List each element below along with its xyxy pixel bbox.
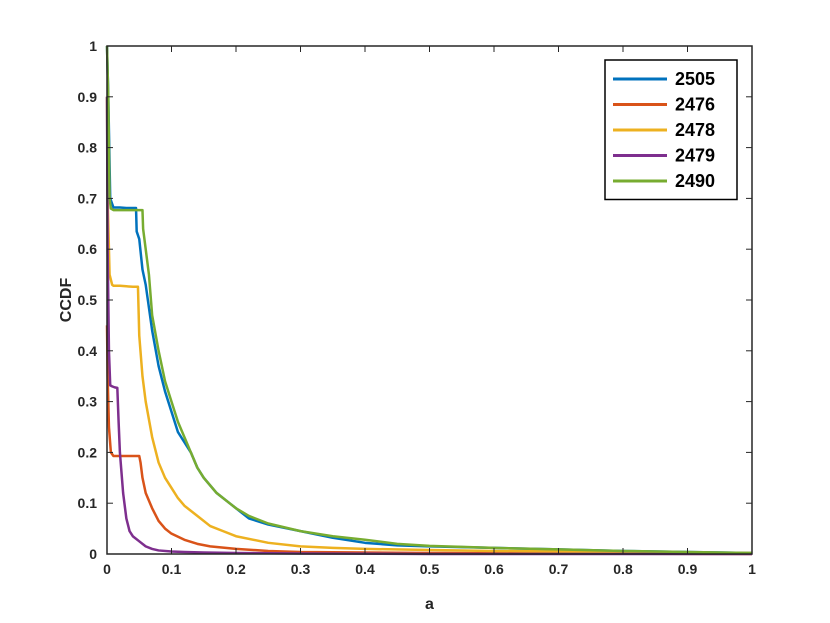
series-layer bbox=[105, 45, 753, 556]
plot-frame bbox=[106, 45, 753, 555]
x-tick-label: 0 bbox=[103, 561, 111, 577]
x-tick-label: 0.6 bbox=[484, 561, 504, 577]
x-tick-label: 1 bbox=[748, 561, 756, 577]
series-line-2478 bbox=[105, 96, 753, 555]
y-tick-label: 0.8 bbox=[78, 140, 98, 156]
series-line-2490 bbox=[105, 45, 753, 555]
y-tick-label: 0.7 bbox=[78, 190, 98, 206]
y-tick-label: 1 bbox=[89, 38, 97, 54]
y-tick-label: 0.6 bbox=[78, 241, 98, 257]
legend-label: 2478 bbox=[675, 120, 715, 140]
legend: 2505 2476 2478 2479 2490 bbox=[604, 59, 738, 201]
x-tick-label: 0.7 bbox=[549, 561, 569, 577]
x-tick-label: 0.8 bbox=[613, 561, 633, 577]
y-tick-label: 0.9 bbox=[78, 89, 98, 105]
y-tick-label: 0.2 bbox=[78, 444, 98, 460]
x-tick-label: 0.1 bbox=[162, 561, 182, 577]
y-axis-title: CCDF bbox=[58, 278, 75, 323]
x-tick-label: 0.5 bbox=[420, 561, 440, 577]
ticks-layer: 0 0.1 0.2 0.3 0.4 0.5 0.6 0.7 0.8 0.9 1 0 0.1 0.2 0.3 0… bbox=[78, 38, 757, 577]
series-line-2476 bbox=[105, 325, 753, 556]
x-tick-label: 0.2 bbox=[226, 561, 246, 577]
legend-label: 2505 bbox=[675, 69, 715, 89]
y-tick-label: 0.4 bbox=[78, 343, 98, 359]
legend-label: 2479 bbox=[675, 146, 715, 166]
x-axis-title: a bbox=[425, 596, 434, 613]
y-tick-label: 0.5 bbox=[78, 292, 98, 308]
y-tick-label: 0 bbox=[89, 546, 97, 562]
x-tick-label: 0.3 bbox=[291, 561, 311, 577]
y-tick-label: 0.1 bbox=[78, 495, 98, 511]
legend-label: 2476 bbox=[675, 95, 715, 115]
x-tick-label: 0.4 bbox=[355, 561, 375, 577]
x-tick-label: 0.9 bbox=[678, 561, 698, 577]
legend-label: 2490 bbox=[675, 171, 715, 191]
series-line-2479 bbox=[105, 96, 752, 556]
y-tick-label: 0.3 bbox=[78, 394, 98, 410]
